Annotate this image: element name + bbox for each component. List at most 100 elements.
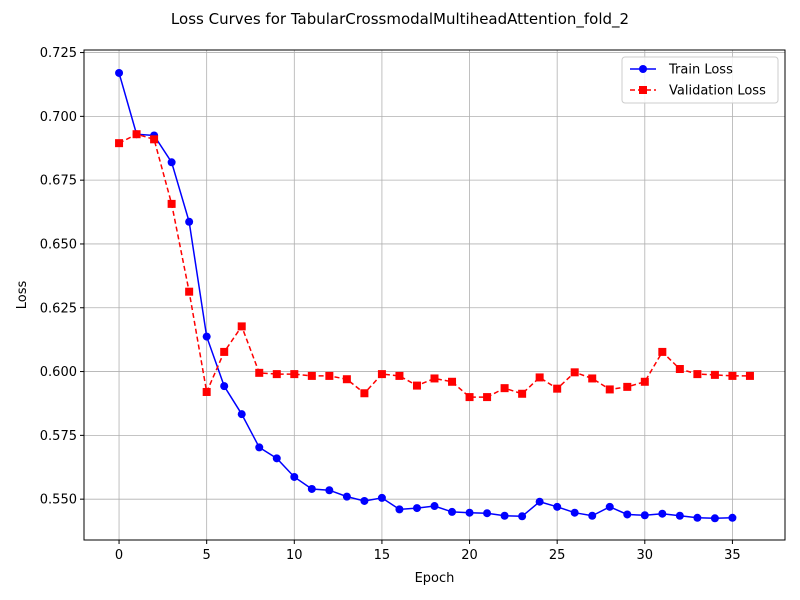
legend-train-marker [639, 65, 647, 73]
train-loss-point [255, 443, 264, 452]
y-tick-label: 0.650 [40, 237, 77, 252]
x-tick-label: 35 [724, 548, 741, 563]
validation-loss-point [115, 139, 124, 148]
validation-loss-point [518, 389, 527, 398]
validation-loss-point [342, 375, 351, 384]
train-loss-point [115, 68, 124, 77]
train-loss-point [448, 507, 457, 516]
train-loss-point [360, 496, 369, 505]
validation-loss-point [483, 393, 492, 402]
train-loss-point [553, 502, 562, 511]
y-tick-label: 0.575 [40, 429, 77, 444]
y-tick-label: 0.700 [40, 110, 77, 125]
train-loss-point [710, 514, 719, 523]
validation-loss-point [237, 322, 246, 331]
validation-loss-point [360, 389, 369, 398]
validation-loss-point [605, 385, 614, 394]
train-loss-point [658, 509, 667, 518]
train-loss-point [202, 332, 211, 341]
validation-loss-point [290, 370, 299, 379]
plot-area-frame [83, 49, 786, 541]
train-loss-point [185, 217, 194, 226]
train-loss-point [605, 502, 614, 511]
validation-loss-series [115, 130, 754, 402]
x-tick-label: 15 [374, 548, 391, 563]
y-tick-label: 0.600 [40, 365, 77, 380]
validation-loss-point [167, 199, 176, 208]
validation-loss-point [395, 371, 404, 380]
y-tick-label: 0.675 [40, 174, 77, 189]
train-loss-point [693, 513, 702, 522]
train-loss-point [483, 509, 492, 518]
validation-loss-point [255, 368, 264, 377]
train-loss-point [623, 510, 632, 519]
x-tick-label: 10 [286, 548, 303, 563]
validation-loss-point [623, 382, 632, 391]
train-loss-point [535, 497, 544, 506]
validation-loss-point [658, 347, 667, 356]
x-tick-label: 20 [461, 548, 478, 563]
chart-title: Loss Curves for TabularCrossmodalMultihe… [171, 10, 629, 29]
x-axis-label: Epoch [415, 571, 455, 586]
validation-loss-point [535, 373, 544, 382]
validation-loss-point [202, 387, 211, 396]
grid-lines [84, 50, 785, 540]
validation-loss-point [710, 370, 719, 379]
train-loss-point [272, 454, 281, 463]
train-loss-point [728, 513, 737, 522]
train-loss-point [430, 502, 439, 511]
legend-box [621, 56, 779, 104]
validation-loss-point [412, 381, 421, 390]
validation-loss-point [448, 377, 457, 386]
train-loss-point [220, 382, 229, 391]
validation-loss-point [553, 384, 562, 393]
validation-loss-point [465, 393, 474, 402]
train-loss-point [307, 484, 316, 493]
validation-loss-point [150, 135, 159, 144]
validation-loss-point [307, 371, 316, 380]
validation-loss-point [185, 287, 194, 296]
train-loss-point [518, 512, 527, 521]
train-loss-point [237, 410, 246, 419]
train-loss-point [465, 508, 474, 517]
train-loss-point [675, 511, 684, 520]
validation-loss-point [500, 384, 509, 393]
validation-loss-point [220, 347, 229, 356]
validation-loss-point [745, 371, 754, 380]
validation-loss-point [272, 370, 281, 379]
y-tick-label: 0.725 [40, 46, 77, 61]
validation-loss-point [377, 370, 386, 379]
legend-train-label: Train Loss [668, 63, 733, 78]
train-loss-point [377, 493, 386, 502]
x-tick-label: 30 [637, 548, 654, 563]
x-tick-label: 5 [203, 548, 211, 563]
train-loss-point [342, 492, 351, 501]
legend: Train Loss Validation Loss [621, 56, 779, 104]
legend-validation-marker [639, 86, 647, 94]
series-layer [115, 68, 754, 523]
train-loss-point [167, 158, 176, 167]
legend-validation-label: Validation Loss [669, 84, 766, 99]
train-loss-point [395, 505, 404, 514]
validation-loss-point [640, 377, 649, 386]
axis-ticks: 0 5 10 15 20 25 30 35 0.550 0.575 0.600 0.625 0.650 0… [40, 46, 741, 563]
train-loss-point [588, 511, 597, 520]
train-loss-point [640, 511, 649, 520]
validation-loss-point [570, 368, 579, 377]
x-tick-label: 25 [549, 548, 566, 563]
train-loss-point [500, 511, 509, 520]
validation-loss-point [430, 374, 439, 383]
validation-loss-point [675, 365, 684, 374]
validation-loss-point [693, 370, 702, 379]
y-tick-label: 0.550 [40, 493, 77, 508]
y-axis-label: Loss [15, 281, 30, 310]
train-loss-point [412, 504, 421, 513]
train-loss-point [325, 486, 334, 495]
y-tick-label: 0.625 [40, 301, 77, 316]
validation-loss-point [132, 130, 141, 139]
validation-loss-point [325, 371, 334, 380]
validation-loss-point [588, 374, 597, 383]
validation-loss-point [728, 371, 737, 380]
train-loss-point [290, 472, 299, 481]
